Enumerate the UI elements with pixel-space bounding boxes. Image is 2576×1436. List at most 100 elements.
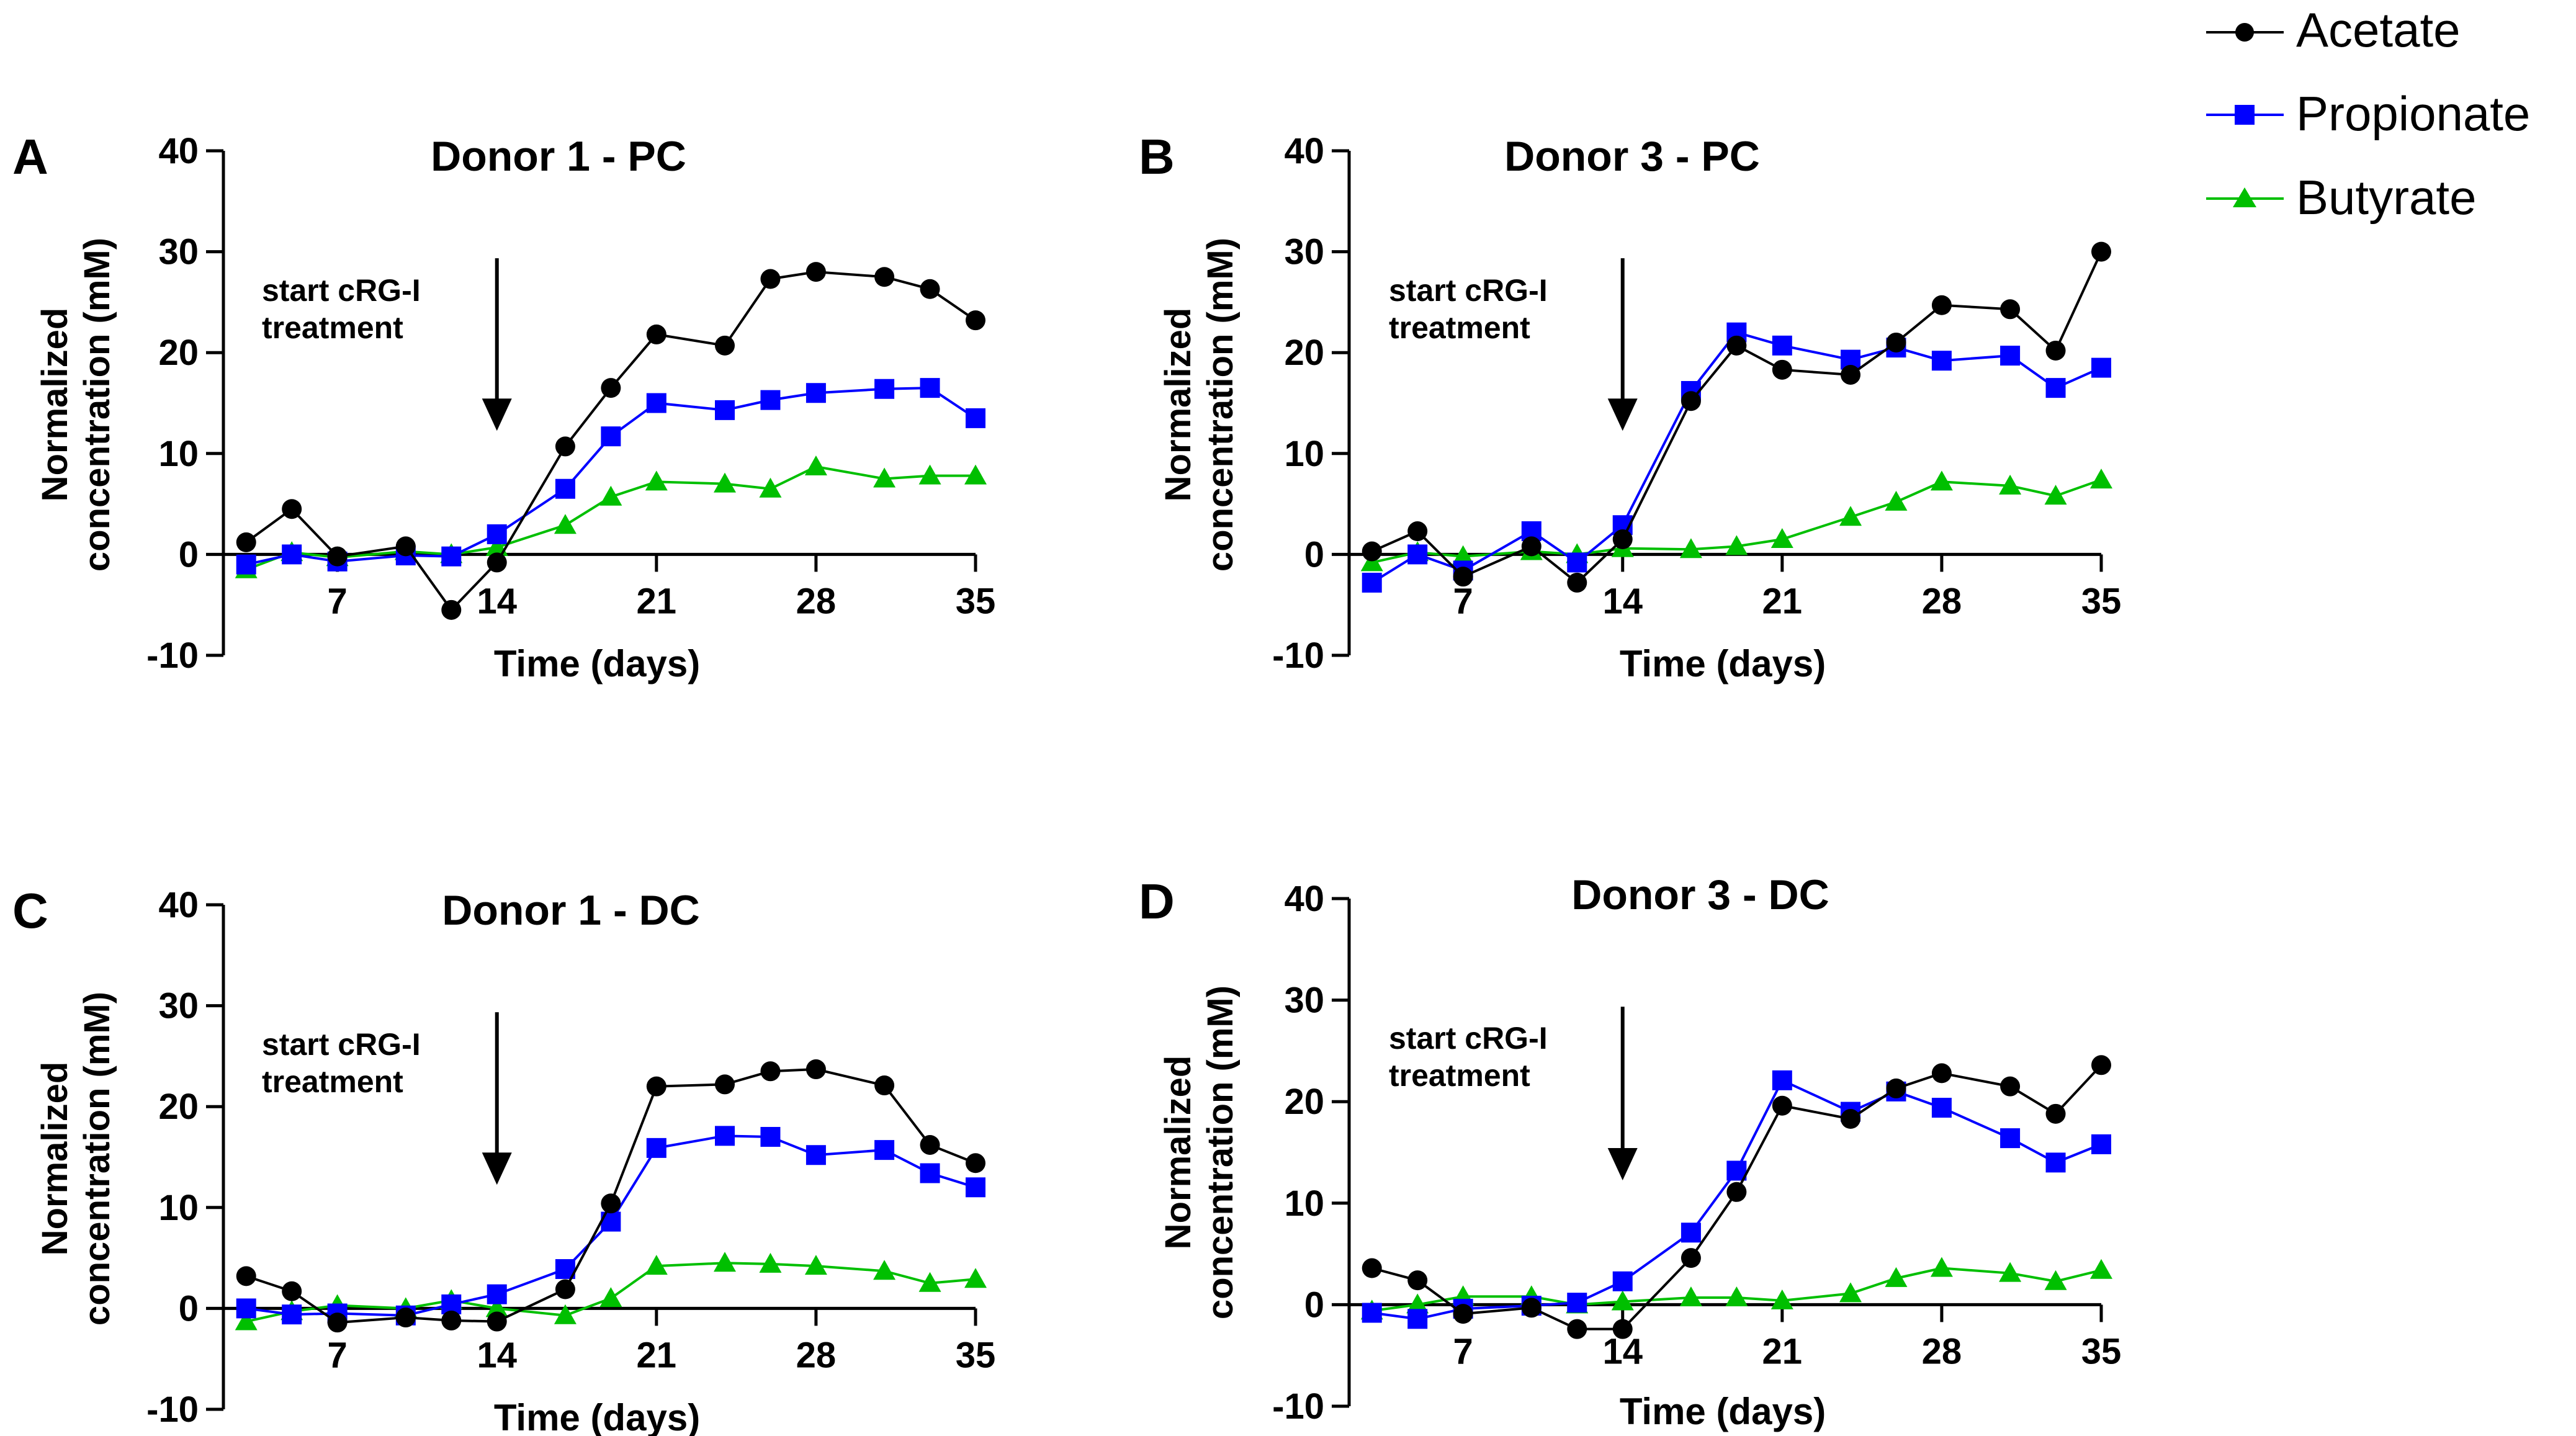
panel-b-butyrate-point bbox=[1885, 490, 1908, 511]
panel-b-series-acetate bbox=[1362, 241, 2111, 593]
panel-a-acetate-point bbox=[487, 552, 507, 573]
panel-d-butyrate-point bbox=[1999, 1262, 2022, 1282]
panel-b-xtick-label: 14 bbox=[1602, 581, 1643, 621]
legend-butyrate-label: Butyrate bbox=[2296, 170, 2476, 225]
panel-a-xtick-label: 21 bbox=[637, 581, 677, 621]
panel-a-butyrate-point bbox=[918, 464, 941, 485]
panel-a-acetate-point bbox=[601, 378, 621, 398]
panel-c-butyrate-point bbox=[918, 1272, 941, 1292]
panel-a-series-propionate bbox=[236, 378, 985, 575]
panel-c-butyrate-point bbox=[485, 1297, 508, 1317]
panel-d-xlabel: Time (days) bbox=[1620, 1391, 1826, 1432]
panel-b-xtick-label: 35 bbox=[2081, 581, 2122, 621]
panel-a-ytick-label: -10 bbox=[146, 635, 199, 676]
panel-b-propionate-point bbox=[1567, 552, 1587, 573]
panel-b-ytick-label: 0 bbox=[1304, 534, 1324, 575]
panel-c-xtick-label: 14 bbox=[477, 1335, 517, 1375]
panel-b: B Donor 3 - PC Normalized concentration … bbox=[1139, 129, 2121, 684]
panel-d-acetate-point bbox=[2000, 1076, 2021, 1097]
panel-c-acetate-point bbox=[646, 1076, 666, 1097]
panel-d-acetate-point bbox=[1886, 1078, 1906, 1098]
panel-a-propionate-point bbox=[601, 426, 621, 447]
panel-a-ytick-label: 40 bbox=[158, 131, 199, 171]
panel-a-acetate-point bbox=[760, 269, 781, 289]
legend-acetate-marker bbox=[2235, 23, 2254, 42]
legend: Acetate Propionate Butyrate bbox=[2206, 2, 2530, 225]
panel-b-series bbox=[1360, 241, 2112, 593]
panel-a-axes: -10 0 10 20 30 40 7 14 21 28 35 bbox=[146, 131, 995, 676]
panel-c-xtick-label: 21 bbox=[637, 1335, 677, 1375]
panel-a-title: Donor 1 - PC bbox=[431, 133, 686, 180]
panel-d-acetate-point bbox=[1772, 1095, 1792, 1116]
panel-d-xtick-label: 35 bbox=[2081, 1331, 2122, 1371]
panel-c-acetate-point bbox=[601, 1193, 621, 1214]
panel-d-butyrate-point bbox=[1930, 1257, 1953, 1277]
panel-a-propionate-point bbox=[646, 393, 666, 413]
panel-a-acetate-point bbox=[441, 599, 462, 620]
panel-c-acetate-point bbox=[395, 1308, 416, 1328]
panel-c-acetate-point bbox=[236, 1266, 256, 1286]
panel-d-series-butyrate bbox=[1360, 1257, 2112, 1320]
panel-a-propionate-point bbox=[760, 390, 781, 410]
panel-a-letter: A bbox=[12, 129, 48, 184]
panel-b-propionate-point bbox=[2091, 357, 2111, 378]
panel-d-butyrate-point bbox=[1406, 1293, 1429, 1314]
panel-c-butyrate-point bbox=[964, 1268, 987, 1288]
legend-propionate-label: Propionate bbox=[2296, 86, 2530, 141]
panel-a-butyrate-point bbox=[964, 464, 987, 485]
panel-a-acetate-point bbox=[874, 267, 895, 287]
panel-b-acetate-point bbox=[1841, 364, 1860, 385]
panel-d-butyrate-point bbox=[1679, 1286, 1702, 1306]
panel-b-xtick-label: 21 bbox=[1762, 581, 1803, 621]
panel-b-propionate-point bbox=[1772, 335, 1792, 356]
panel-d-acetate-point bbox=[1407, 1270, 1428, 1291]
panel-b-propionate-point bbox=[2000, 346, 2021, 366]
panel-b-propionate-point bbox=[2045, 378, 2066, 398]
panel-b-butyrate-point bbox=[1725, 535, 1748, 555]
panel-b-letter: B bbox=[1139, 129, 1175, 184]
panel-a-xtick-label: 7 bbox=[328, 581, 348, 621]
panel-c-acetate-point bbox=[441, 1310, 462, 1331]
panel-c-acetate-point bbox=[966, 1153, 985, 1173]
panel-d-ytick-label: 30 bbox=[1284, 981, 1324, 1021]
panel-b-propionate-point bbox=[1407, 544, 1428, 565]
panel-b-ylabel-line2: concentration (mM) bbox=[1200, 238, 1241, 572]
panel-a-ytick-label: 30 bbox=[158, 232, 199, 272]
panel-b-acetate-point bbox=[2045, 340, 2066, 361]
panel-d-ylabel-line2: concentration (mM) bbox=[1200, 985, 1241, 1319]
panel-a-ytick-label: 20 bbox=[158, 333, 199, 373]
panel-b-butyrate-point bbox=[1770, 528, 1793, 549]
panel-d-xtick-label: 28 bbox=[1922, 1331, 1962, 1371]
panel-b-acetate-point bbox=[1681, 391, 1701, 411]
panel-d-ytick-label: 40 bbox=[1284, 879, 1324, 919]
panel-c-propionate-point bbox=[760, 1126, 781, 1147]
panel-b-ylabel-line1: Normalized bbox=[1158, 308, 1198, 502]
panel-c-acetate-point bbox=[806, 1059, 826, 1080]
panel-c-acetate-point bbox=[920, 1134, 940, 1155]
panel-b-series-butyrate bbox=[1360, 469, 2112, 572]
legend-acetate-label: Acetate bbox=[2296, 2, 2461, 57]
panel-c-ytick-label: 20 bbox=[158, 1087, 199, 1127]
panel-a-acetate-point bbox=[806, 262, 826, 282]
panel-b-axes: -10 0 10 20 30 40 7 14 21 28 35 bbox=[1272, 131, 2121, 676]
legend-butyrate-marker bbox=[2233, 187, 2256, 207]
panel-a-ylabel-line1: Normalized bbox=[35, 308, 75, 502]
panel-d-xtick-label: 7 bbox=[1453, 1331, 1473, 1371]
panel-c-acetate-point bbox=[555, 1279, 575, 1299]
panel-d-butyrate-point bbox=[1885, 1267, 1908, 1287]
panel-c-acetate-point bbox=[874, 1075, 895, 1096]
panel-a-acetate-point bbox=[327, 546, 348, 567]
panel-a-ytick-label: 10 bbox=[158, 434, 199, 474]
legend-propionate-marker bbox=[2235, 105, 2255, 125]
panel-d-butyrate-point bbox=[1725, 1286, 1748, 1306]
panel-c-xlabel: Time (days) bbox=[494, 1397, 700, 1436]
panel-c-butyrate-point bbox=[873, 1260, 896, 1280]
panel-c-xtick-label: 35 bbox=[956, 1335, 996, 1375]
panel-a-propionate-point bbox=[806, 383, 826, 403]
panel-a-series bbox=[235, 262, 987, 620]
panel-a-butyrate-point bbox=[873, 467, 896, 488]
panel-d-acetate-point bbox=[1841, 1109, 1860, 1129]
panel-d-ytick-label: 20 bbox=[1284, 1082, 1324, 1122]
panel-c-axes: -10 0 10 20 30 40 7 14 21 28 35 bbox=[146, 885, 995, 1430]
panel-d-propionate-point bbox=[1567, 1293, 1587, 1313]
